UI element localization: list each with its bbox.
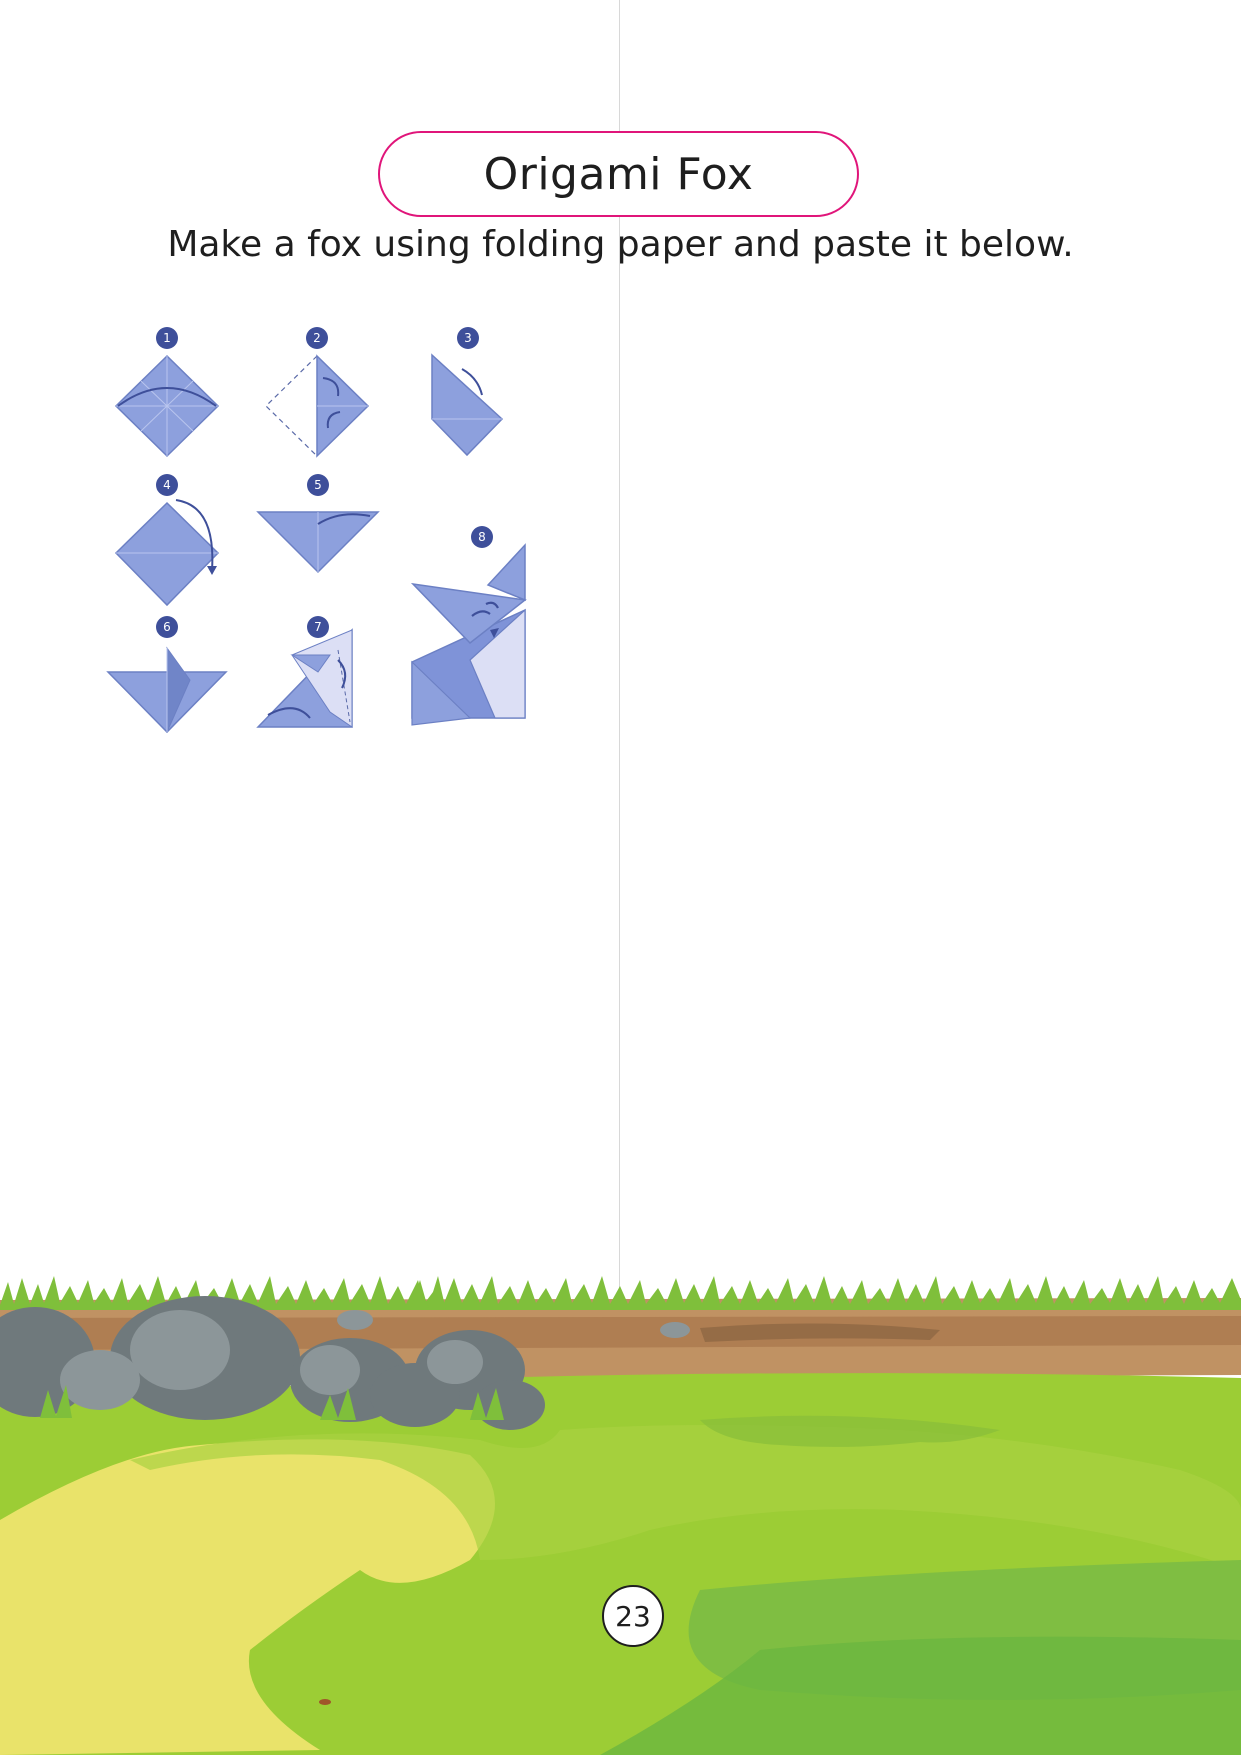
step-7-diagram — [256, 628, 353, 728]
step-4-diagram — [114, 499, 220, 607]
step-2-diagram — [265, 354, 370, 458]
svg-text:5: 5 — [314, 478, 322, 492]
grass-landscape-illustration — [0, 1276, 1241, 1755]
origami-steps-diagram: 1 2 3 4 5 — [106, 327, 527, 734]
svg-text:8: 8 — [478, 530, 486, 544]
step-1-badge: 1 — [156, 327, 178, 349]
title-banner: Origami Fox — [378, 131, 859, 217]
step-3-badge: 3 — [457, 327, 479, 349]
step-6-diagram — [106, 646, 228, 734]
svg-text:1: 1 — [163, 331, 171, 345]
svg-text:2: 2 — [313, 331, 321, 345]
page-title: Origami Fox — [483, 148, 754, 200]
page-number: 23 — [615, 1599, 651, 1633]
svg-text:6: 6 — [163, 620, 171, 634]
step-6-badge: 6 — [156, 616, 178, 638]
svg-text:3: 3 — [464, 331, 472, 345]
page-number-badge: 23 — [602, 1585, 664, 1647]
step-8-fox-diagram — [410, 543, 527, 726]
step-5-badge: 5 — [307, 474, 329, 496]
svg-text:4: 4 — [163, 478, 171, 492]
svg-text:7: 7 — [314, 620, 322, 634]
step-4-badge: 4 — [156, 474, 178, 496]
step-5-diagram — [256, 511, 380, 574]
step-8-badge: 8 — [471, 526, 493, 548]
step-3-diagram — [431, 353, 504, 457]
step-2-badge: 2 — [306, 327, 328, 349]
step-7-badge: 7 — [307, 616, 329, 638]
step-1-diagram — [114, 354, 220, 458]
page-fold-line — [619, 0, 620, 1755]
instruction-text: Make a fox using folding paper and paste… — [167, 224, 1074, 265]
